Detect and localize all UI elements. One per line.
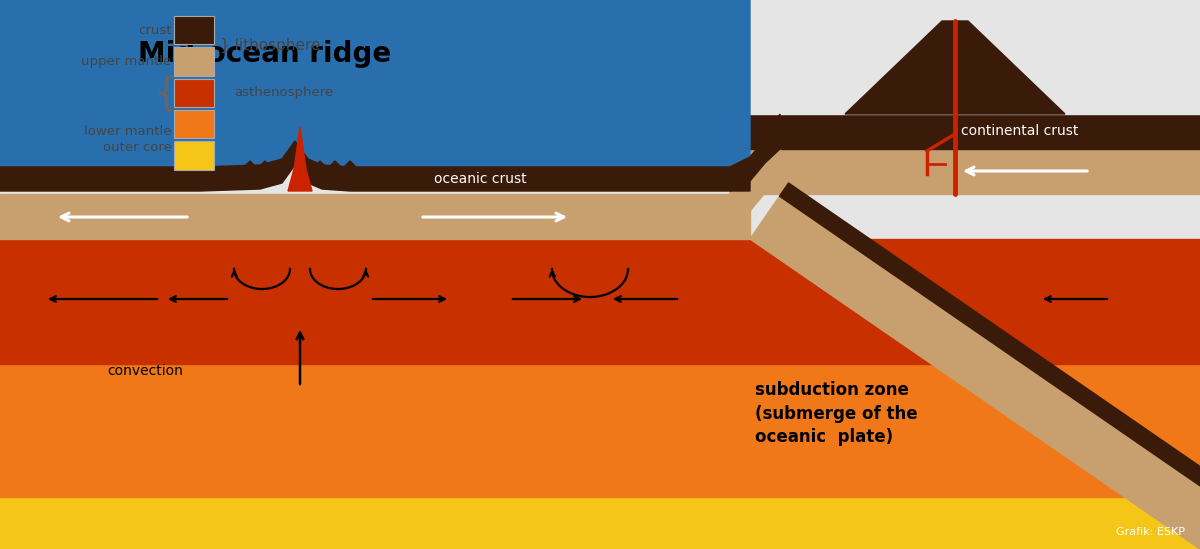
Polygon shape	[288, 127, 312, 191]
Text: asthenosphere: asthenosphere	[234, 86, 334, 99]
Polygon shape	[845, 21, 1066, 114]
Bar	[0, 194, 750, 239]
Text: outer core: outer core	[103, 142, 172, 154]
Text: continental crust: continental crust	[961, 124, 1079, 138]
Polygon shape	[780, 183, 1200, 506]
Polygon shape	[314, 161, 326, 167]
Bar	[0, 497, 1200, 549]
Text: subduction zone
(submerge of the
oceanic  plate): subduction zone (submerge of the oceanic…	[755, 381, 918, 446]
Polygon shape	[259, 161, 271, 167]
Text: Mid-ocean ridge: Mid-ocean ridge	[138, 40, 391, 68]
Bar	[0, 364, 1200, 497]
Polygon shape	[344, 161, 356, 167]
Polygon shape	[244, 161, 256, 167]
Text: {: {	[154, 74, 178, 112]
Text: } lithosphere: } lithosphere	[220, 38, 320, 53]
Bar	[750, 149, 1200, 194]
Text: crust: crust	[138, 24, 172, 37]
Polygon shape	[0, 0, 750, 167]
Bar	[0, 239, 1200, 364]
Text: convection: convection	[107, 364, 182, 378]
Polygon shape	[730, 114, 780, 191]
Polygon shape	[329, 161, 341, 167]
Text: lower mantle: lower mantle	[84, 125, 172, 138]
Bar	[750, 0, 1200, 114]
Bar	[750, 114, 1200, 149]
Polygon shape	[274, 161, 286, 167]
Polygon shape	[0, 141, 750, 191]
Text: upper mantle: upper mantle	[82, 55, 172, 68]
Text: oceanic crust: oceanic crust	[433, 172, 527, 186]
Polygon shape	[750, 196, 1200, 549]
Polygon shape	[730, 149, 780, 221]
Text: Grafik: ESKP: Grafik: ESKP	[1116, 527, 1186, 537]
